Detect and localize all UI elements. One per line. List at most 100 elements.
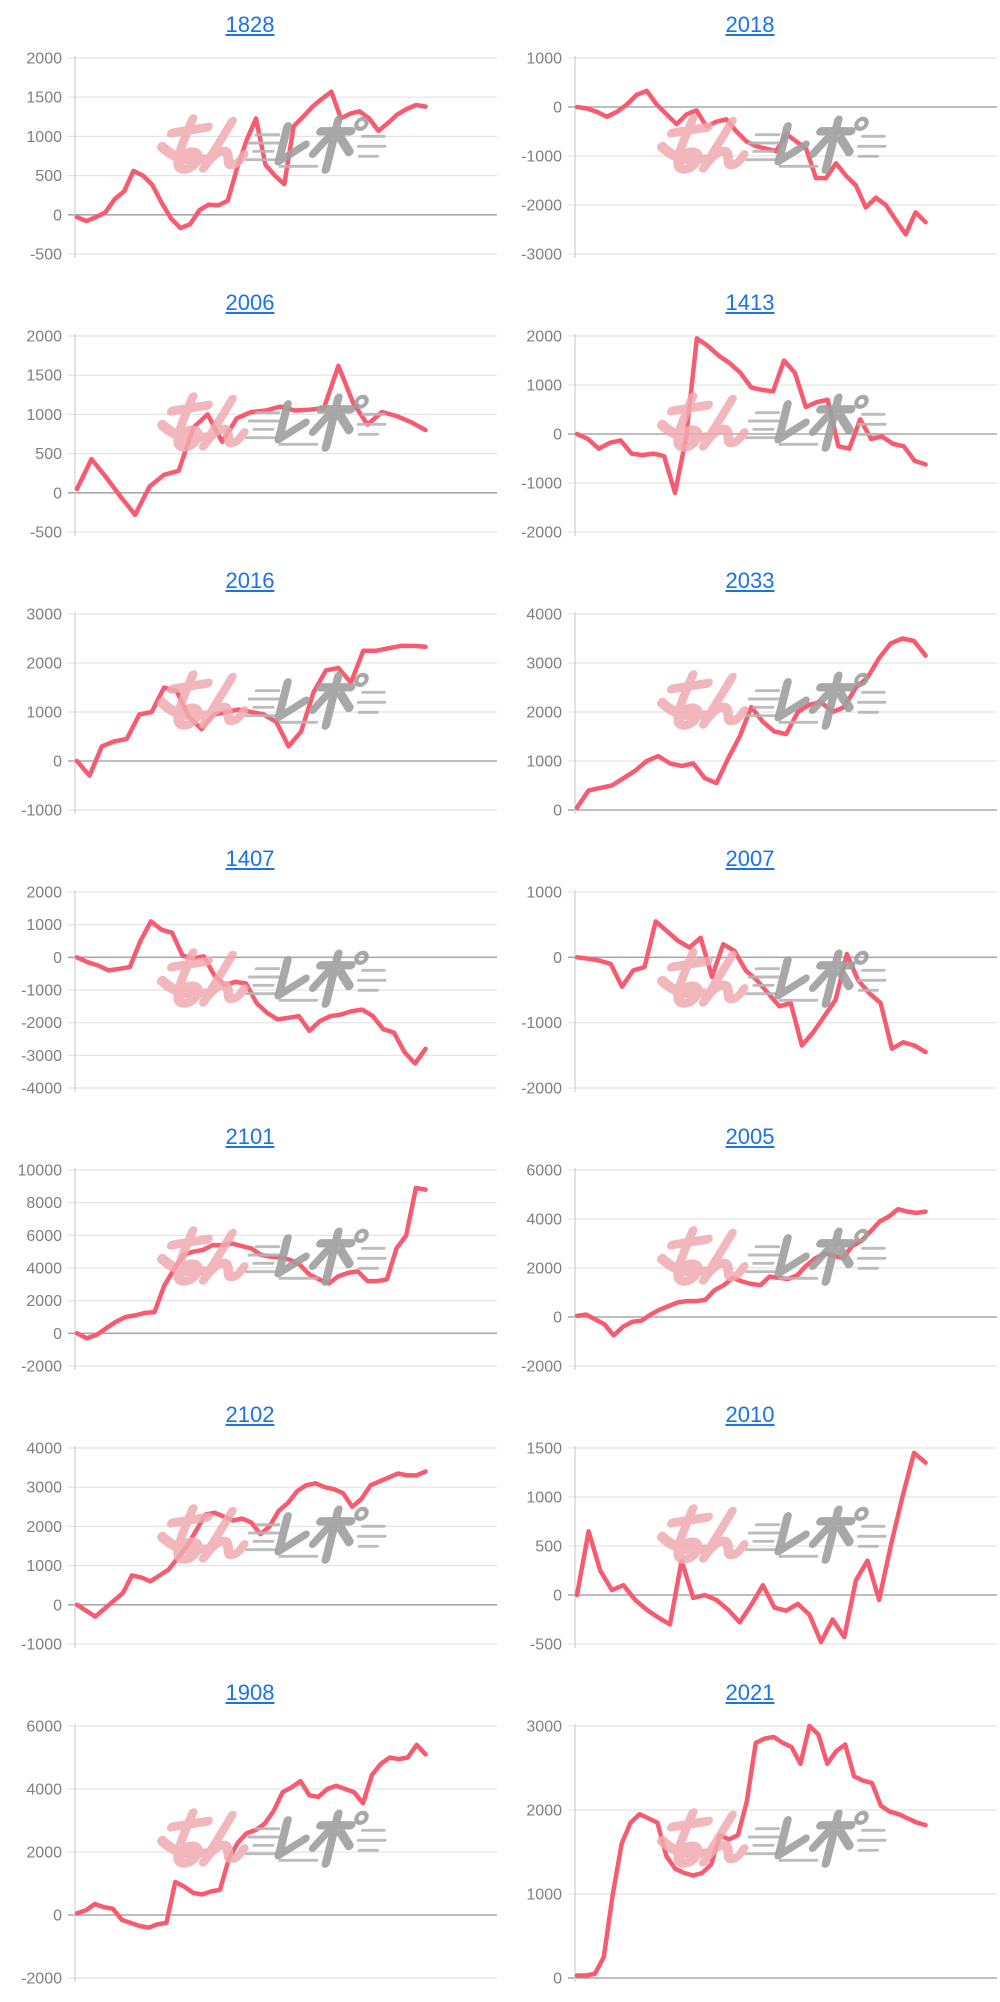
svg-text:2000: 2000 — [26, 885, 62, 902]
svg-text:2000: 2000 — [526, 1261, 562, 1278]
svg-text:4000: 4000 — [26, 1441, 62, 1458]
svg-text:0: 0 — [553, 803, 562, 820]
plot-area: 4000 3000 2000 1000 0 — [500, 594, 1000, 834]
chart-title: 2007 — [500, 846, 1000, 872]
svg-text:1000: 1000 — [26, 705, 62, 722]
svg-text:0: 0 — [53, 485, 62, 502]
svg-text:6000: 6000 — [526, 1163, 562, 1180]
chart-title-link[interactable]: 2102 — [225, 1402, 275, 1427]
axis-tick-labels: 3000 2000 1000 0 -1000 — [21, 607, 62, 820]
svg-text:-500: -500 — [30, 525, 62, 542]
svg-text:0: 0 — [553, 427, 562, 444]
chart-title-link[interactable]: 2016 — [225, 568, 275, 593]
chart-title: 1908 — [0, 1680, 500, 1706]
chart-block-2101: 2101 10000 8000 6000 4000 2000 0 -2000 — [0, 1112, 500, 1390]
svg-text:1000: 1000 — [526, 1490, 562, 1507]
chart-block-1407: 1407 2000 1000 0 -1000 -2000 -3000 -4000 — [0, 834, 500, 1112]
axis-tick-labels: 2000 1000 0 -1000 -2000 — [521, 329, 562, 542]
chart-title: 2010 — [500, 1402, 1000, 1428]
chart-block-2018: 2018 1000 0 -1000 -2000 -3000 — [500, 0, 1000, 278]
series-line — [574, 636, 928, 810]
chart-title-link[interactable]: 2021 — [725, 1680, 775, 1705]
chart-title-link[interactable]: 2010 — [725, 1402, 775, 1427]
chart-block-2007: 2007 1000 0 -1000 -2000 — [500, 834, 1000, 1112]
chart-title: 2102 — [0, 1402, 500, 1428]
svg-text:-4000: -4000 — [21, 1081, 62, 1098]
svg-text:1000: 1000 — [526, 378, 562, 395]
grid-lines — [68, 891, 497, 1089]
chart-title: 2005 — [500, 1124, 1000, 1150]
svg-text:1000: 1000 — [26, 407, 62, 424]
series-line — [74, 89, 428, 231]
line-chart-svg: 10000 8000 6000 4000 2000 0 -2000 — [18, 1163, 497, 1376]
grid-lines — [68, 613, 497, 811]
series-line — [74, 1742, 428, 1930]
axis-tick-labels: 2000 1000 0 -1000 -2000 -3000 -4000 — [21, 885, 62, 1098]
grid-lines — [568, 1725, 997, 1979]
svg-text:3000: 3000 — [526, 1719, 562, 1736]
chart-title-link[interactable]: 1413 — [725, 290, 775, 315]
svg-text:-2000: -2000 — [21, 1359, 62, 1376]
svg-text:1000: 1000 — [26, 917, 62, 934]
chart-title: 1407 — [0, 846, 500, 872]
svg-text:4000: 4000 — [526, 1212, 562, 1229]
chart-block-2016: 2016 3000 2000 1000 0 -1000 — [0, 556, 500, 834]
grid-lines — [568, 57, 997, 255]
axis-tick-labels: 1500 1000 500 0 -500 — [526, 1441, 562, 1654]
chart-title-link[interactable]: 2005 — [725, 1124, 775, 1149]
svg-text:2000: 2000 — [26, 1845, 62, 1862]
chart-title-link[interactable]: 2101 — [225, 1124, 275, 1149]
svg-text:2000: 2000 — [26, 329, 62, 346]
svg-text:2000: 2000 — [26, 51, 62, 68]
svg-text:10000: 10000 — [18, 1163, 63, 1180]
line-chart-svg: 2000 1500 1000 500 0 -500 — [26, 51, 497, 264]
grid-lines — [568, 1169, 997, 1367]
chart-title-link[interactable]: 2018 — [725, 12, 775, 37]
svg-text:6000: 6000 — [26, 1228, 62, 1245]
svg-text:3000: 3000 — [526, 656, 562, 673]
svg-text:-3000: -3000 — [21, 1048, 62, 1065]
grid-lines — [68, 1169, 497, 1367]
axis-tick-labels: 3000 2000 1000 0 — [526, 1719, 562, 1988]
svg-text:2000: 2000 — [26, 656, 62, 673]
axis-tick-labels: 6000 4000 2000 0 -2000 — [521, 1163, 562, 1376]
chart-title-link[interactable]: 1908 — [225, 1680, 275, 1705]
line-chart-svg: 4000 3000 2000 1000 0 — [526, 607, 997, 820]
chart-block-1908: 1908 6000 4000 2000 0 -2000 — [0, 1668, 500, 2002]
svg-text:1000: 1000 — [526, 1887, 562, 1904]
chart-title-link[interactable]: 2033 — [725, 568, 775, 593]
chart-title-link[interactable]: 2006 — [225, 290, 275, 315]
svg-text:1500: 1500 — [26, 368, 62, 385]
line-chart-svg: 1500 1000 500 0 -500 — [526, 1441, 997, 1654]
axis-tick-labels: 10000 8000 6000 4000 2000 0 -2000 — [18, 1163, 63, 1376]
series-line — [74, 1469, 428, 1619]
svg-text:1000: 1000 — [526, 754, 562, 771]
chart-title: 1413 — [500, 290, 1000, 316]
chart-title: 2016 — [0, 568, 500, 594]
chart-title: 2021 — [500, 1680, 1000, 1706]
grid-lines — [68, 1447, 497, 1645]
plot-area: 3000 2000 1000 0 -1000 — [0, 594, 500, 834]
svg-text:-3000: -3000 — [521, 247, 562, 264]
svg-text:500: 500 — [535, 1539, 562, 1556]
series-line — [574, 88, 928, 237]
chart-title-link[interactable]: 1407 — [225, 846, 275, 871]
svg-text:0: 0 — [53, 207, 62, 224]
svg-text:0: 0 — [53, 754, 62, 771]
svg-text:-2000: -2000 — [521, 198, 562, 215]
svg-text:-1000: -1000 — [521, 476, 562, 493]
svg-text:0: 0 — [553, 950, 562, 967]
grid-lines — [68, 335, 497, 533]
svg-text:-2000: -2000 — [521, 1359, 562, 1376]
svg-text:3000: 3000 — [26, 1480, 62, 1497]
chart-block-2010: 2010 1500 1000 500 0 -500 — [500, 1390, 1000, 1668]
svg-text:2000: 2000 — [526, 1803, 562, 1820]
chart-title-link[interactable]: 1828 — [225, 12, 275, 37]
svg-text:500: 500 — [35, 168, 62, 185]
chart-block-2033: 2033 4000 3000 2000 1000 0 — [500, 556, 1000, 834]
svg-text:2000: 2000 — [26, 1519, 62, 1536]
chart-title: 2101 — [0, 1124, 500, 1150]
grid-lines — [568, 613, 997, 811]
line-chart-svg: 1000 0 -1000 -2000 — [521, 885, 997, 1098]
chart-title-link[interactable]: 2007 — [725, 846, 775, 871]
